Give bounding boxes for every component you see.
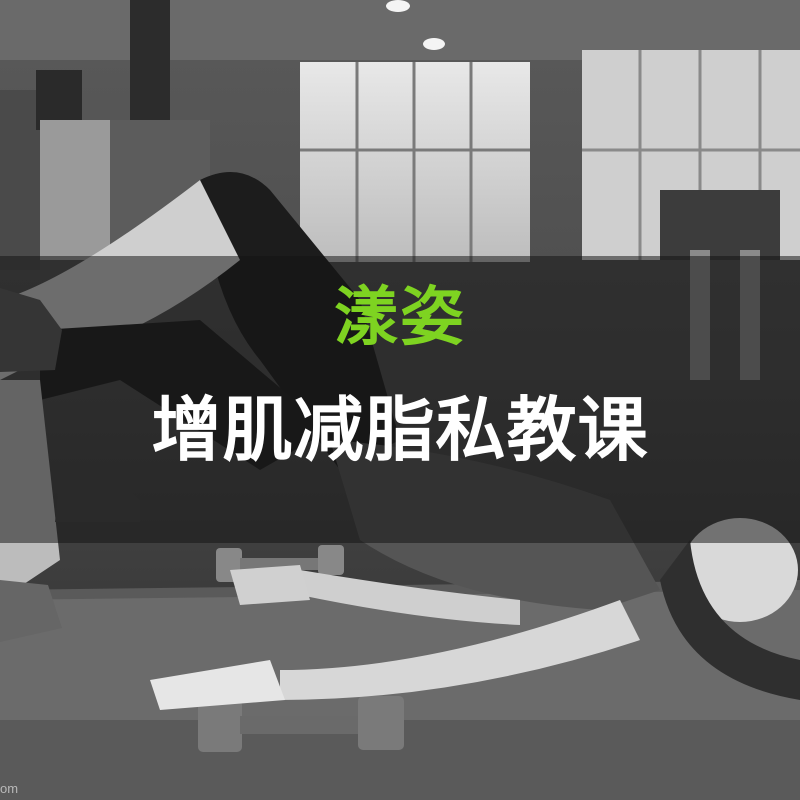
brand-name: 漾姿 [334,281,466,355]
course-headline: 增肌减脂私教课 [151,389,649,471]
title-overlay-band [0,256,800,543]
watermark-text: om [0,781,19,796]
dumbbell-icon [198,545,404,752]
ceiling-light-icon [386,0,445,50]
